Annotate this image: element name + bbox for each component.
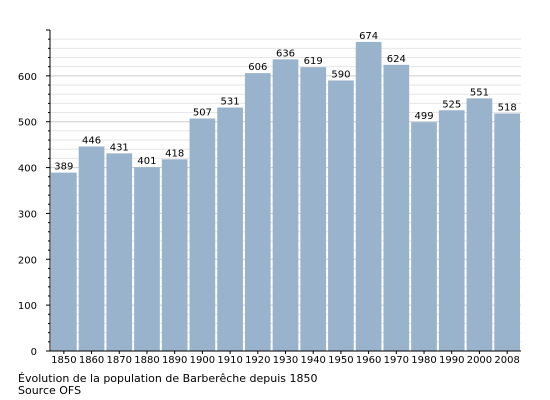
bar (134, 167, 160, 351)
data-label: 551 (470, 87, 489, 98)
data-label: 389 (54, 162, 73, 173)
y-tick-label: 100 (18, 301, 37, 312)
bar (383, 64, 410, 351)
source-note: Source OFS (18, 384, 82, 397)
y-tick-label: 200 (18, 255, 37, 266)
x-tick-label: 1890 (162, 355, 187, 366)
x-tick-label: 1900 (190, 355, 215, 366)
x-tick-label: 1960 (356, 355, 381, 366)
bar (272, 59, 299, 351)
x-tick-labels: 1850 1860 1870 1880 1890 1900 1910 1920 1930 1940… (51, 355, 520, 366)
y-tick-label: 500 (18, 118, 37, 129)
bar (328, 80, 354, 351)
bar (466, 98, 493, 351)
bar (217, 107, 243, 352)
x-tick-label: 1940 (300, 355, 325, 366)
x-tick-label: 1970 (384, 355, 409, 366)
bar (189, 118, 216, 351)
bar (355, 41, 382, 352)
data-label: 431 (110, 142, 129, 153)
data-labels: 389 446 431 401 418 507 531 606 636 619 590 674 624 4… (54, 31, 516, 173)
data-label: 590 (331, 69, 350, 80)
x-tick-label: 1990 (439, 355, 464, 366)
data-label: 525 (442, 99, 461, 110)
chart-caption: Évolution de la population de Barberêche… (18, 372, 318, 385)
bar (51, 172, 77, 351)
x-tick-label: 1910 (217, 355, 242, 366)
x-tick-label: 1950 (328, 355, 353, 366)
bar (106, 153, 133, 351)
x-tick-label: 1980 (411, 355, 436, 366)
population-bar-chart: 389 446 431 401 418 507 531 606 636 619 590 674 624 4… (18, 29, 521, 366)
y-tick-label: 0 (31, 347, 37, 358)
x-tick-label: 1880 (134, 355, 159, 366)
data-label: 446 (82, 135, 101, 146)
bar (244, 73, 271, 351)
data-label: 624 (387, 54, 406, 65)
bar (438, 110, 465, 351)
data-label: 674 (359, 31, 378, 42)
data-label: 619 (304, 56, 323, 67)
x-tick-label: 1870 (107, 355, 132, 366)
x-tick-label: 1860 (79, 355, 104, 366)
y-tick-label: 400 (18, 164, 37, 175)
data-label: 531 (221, 96, 240, 107)
bar (78, 146, 105, 351)
data-label: 606 (248, 62, 267, 73)
bar (494, 113, 520, 352)
x-tick-label: 1850 (51, 355, 76, 366)
y-tick-label: 300 (18, 209, 37, 220)
bar (411, 122, 437, 352)
x-tick-label: 2008 (494, 355, 519, 366)
y-tick-label: 600 (18, 72, 37, 83)
data-label: 499 (414, 111, 433, 122)
x-tick-label: 1930 (273, 355, 298, 366)
data-label: 507 (193, 108, 212, 119)
bar (161, 159, 188, 351)
bar (300, 67, 327, 351)
bars (51, 41, 520, 352)
data-label: 401 (137, 156, 156, 167)
x-tick-label: 2000 (467, 355, 492, 366)
data-label: 518 (498, 102, 517, 113)
x-tick-label: 1920 (245, 355, 270, 366)
axes (46, 29, 521, 354)
data-label: 418 (165, 148, 184, 159)
data-label: 636 (276, 48, 295, 59)
y-tick-labels: 0 100 200 300 400 500 600 (18, 72, 37, 358)
